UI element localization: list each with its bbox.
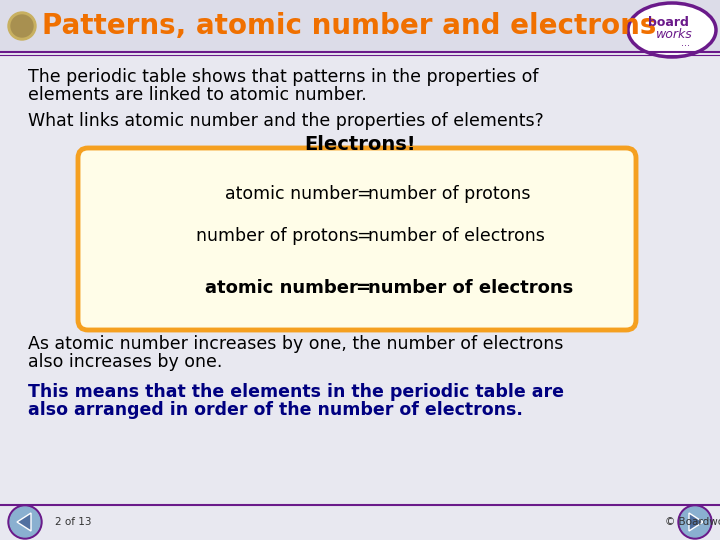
Circle shape <box>8 505 42 539</box>
Text: © Boardworks Ltd 2007: © Boardworks Ltd 2007 <box>665 517 720 527</box>
Text: number of electrons: number of electrons <box>368 227 545 245</box>
Text: number of protons: number of protons <box>196 227 358 245</box>
Circle shape <box>678 505 712 539</box>
Text: =: = <box>356 185 370 203</box>
FancyBboxPatch shape <box>78 148 636 330</box>
Text: As atomic number increases by one, the number of electrons: As atomic number increases by one, the n… <box>28 335 563 353</box>
Text: 2 of 13: 2 of 13 <box>55 517 91 527</box>
Polygon shape <box>17 513 31 531</box>
Text: number of protons: number of protons <box>368 185 531 203</box>
Text: board: board <box>647 16 688 29</box>
Text: atomic number: atomic number <box>225 185 358 203</box>
Ellipse shape <box>628 3 716 57</box>
FancyBboxPatch shape <box>0 0 720 52</box>
Circle shape <box>10 507 40 537</box>
Text: =: = <box>356 227 370 245</box>
Text: =: = <box>356 279 371 297</box>
Polygon shape <box>689 513 703 531</box>
Text: Patterns, atomic number and electrons: Patterns, atomic number and electrons <box>42 12 657 40</box>
Circle shape <box>8 12 36 40</box>
Text: ...: ... <box>682 38 690 48</box>
Text: works: works <box>656 28 693 40</box>
Text: atomic number: atomic number <box>205 279 358 297</box>
Text: What links atomic number and the properties of elements?: What links atomic number and the propert… <box>28 112 544 130</box>
Circle shape <box>11 15 33 37</box>
Text: This means that the elements in the periodic table are: This means that the elements in the peri… <box>28 383 564 401</box>
Circle shape <box>680 507 710 537</box>
Text: number of electrons: number of electrons <box>368 279 573 297</box>
Text: Electrons!: Electrons! <box>304 135 416 154</box>
Text: also increases by one.: also increases by one. <box>28 353 222 371</box>
Text: also arranged in order of the number of electrons.: also arranged in order of the number of … <box>28 401 523 419</box>
Text: The periodic table shows that patterns in the properties of: The periodic table shows that patterns i… <box>28 68 539 86</box>
Text: elements are linked to atomic number.: elements are linked to atomic number. <box>28 86 366 104</box>
